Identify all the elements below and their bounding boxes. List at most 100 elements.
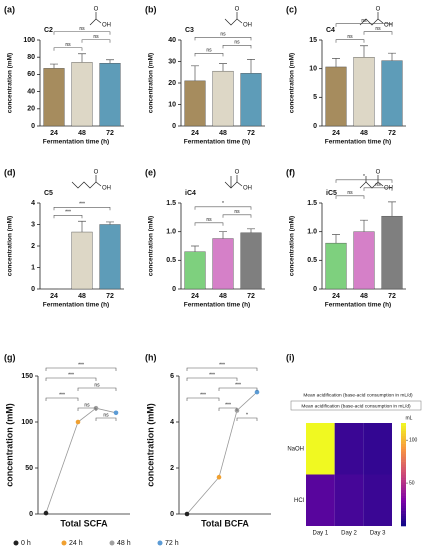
significance-bracket bbox=[335, 179, 393, 183]
heatmap-cell bbox=[334, 474, 364, 526]
colorbar-step bbox=[401, 523, 406, 527]
bar bbox=[381, 60, 403, 127]
y-axis-label: concentration (mM) bbox=[145, 403, 155, 487]
x-tick-label: 48 bbox=[219, 130, 227, 137]
y-axis-label: concentration (mM) bbox=[289, 53, 296, 113]
y-tick-label: 30 bbox=[168, 58, 176, 65]
molecule-atom: O bbox=[376, 170, 381, 176]
y-axis-label: concentration (mM) bbox=[7, 216, 14, 276]
y-axis-label: concentration (mM) bbox=[148, 216, 155, 276]
molecule-bond bbox=[377, 181, 384, 187]
compound-label: C5 bbox=[44, 190, 53, 197]
y-tick-label: 2 bbox=[31, 243, 35, 250]
error-bar bbox=[360, 45, 368, 58]
error-bar bbox=[219, 231, 227, 239]
y-tick-label: 1.0 bbox=[166, 229, 176, 236]
compound-label: C2 bbox=[44, 27, 53, 34]
y-tick-label: 150 bbox=[21, 373, 33, 380]
significance-label: *** bbox=[219, 362, 225, 368]
significance-bracket bbox=[218, 387, 258, 391]
x-axis-label: Fermentation time (h) bbox=[184, 139, 250, 146]
bar bbox=[184, 251, 206, 290]
subtitle-box bbox=[290, 400, 422, 411]
molecule-atom: OH bbox=[243, 186, 252, 192]
bar bbox=[99, 63, 121, 127]
colorbar-step bbox=[401, 443, 406, 447]
significance-label: ns bbox=[347, 34, 353, 40]
error-bar bbox=[106, 59, 114, 64]
column-label: Day 2 bbox=[341, 531, 357, 537]
colorbar-step bbox=[401, 507, 406, 511]
significance-bracket bbox=[186, 367, 258, 371]
compound-label: iC5 bbox=[326, 190, 337, 197]
significance-bracket bbox=[335, 39, 365, 43]
significance-bracket bbox=[45, 367, 117, 371]
legend-label: 0 h bbox=[21, 540, 31, 547]
x-tick-label: 24 bbox=[50, 293, 58, 300]
y-tick-label: 2 bbox=[170, 465, 174, 472]
error-bar bbox=[219, 63, 227, 72]
colorbar-step bbox=[401, 487, 406, 491]
y-tick-label: 0 bbox=[313, 286, 317, 293]
error-bar bbox=[191, 65, 199, 81]
colorbar-step bbox=[401, 479, 406, 483]
colorbar-label: mL bbox=[406, 415, 413, 421]
bar bbox=[212, 70, 234, 127]
data-point bbox=[113, 410, 119, 416]
significance-label: ns bbox=[79, 26, 85, 32]
x-axis-label: Fermentation time (h) bbox=[184, 302, 250, 309]
panel-letter: (d) bbox=[4, 167, 16, 177]
molecule-bond bbox=[236, 18, 243, 24]
y-tick-label: 0 bbox=[31, 123, 35, 130]
x-tick-label: 48 bbox=[360, 130, 368, 137]
significance-label: *** bbox=[200, 392, 206, 398]
molecule-atom: OH bbox=[102, 186, 111, 192]
colorbar-step bbox=[401, 469, 406, 473]
significance-bracket bbox=[45, 397, 79, 401]
y-tick-label: 20 bbox=[27, 106, 35, 113]
x-tick-label: 72 bbox=[388, 130, 396, 137]
y-tick-label: 0.5 bbox=[307, 257, 317, 264]
colorbar-step bbox=[401, 520, 406, 524]
significance-bracket bbox=[77, 387, 117, 391]
molecule-chain bbox=[224, 18, 238, 26]
x-tick-label: 48 bbox=[78, 130, 86, 137]
bar bbox=[240, 232, 262, 290]
y-tick-label: 6 bbox=[170, 373, 174, 380]
compound-label: C4 bbox=[326, 27, 335, 34]
colorbar-step bbox=[401, 430, 406, 434]
error-bar bbox=[247, 59, 255, 74]
colorbar-step bbox=[401, 459, 406, 462]
significance-label: ns bbox=[93, 34, 99, 40]
panel-letter: (g) bbox=[4, 352, 16, 362]
significance-bracket bbox=[363, 31, 393, 35]
x-axis-label: Fermentation time (h) bbox=[325, 302, 391, 309]
x-tick-label: 72 bbox=[106, 293, 114, 300]
column-label: Day 1 bbox=[312, 531, 328, 537]
significance-bracket bbox=[222, 45, 252, 49]
heatmap-cell bbox=[306, 474, 335, 526]
y-tick-label: 0 bbox=[29, 511, 33, 518]
significance-label: *** bbox=[65, 210, 71, 216]
colorbar-step bbox=[401, 502, 406, 506]
error-bar bbox=[360, 219, 368, 232]
molecule-atom: O bbox=[94, 7, 99, 13]
significance-bracket bbox=[186, 397, 220, 401]
colorbar-step bbox=[401, 425, 406, 429]
panel-letter: (e) bbox=[145, 167, 156, 177]
colorbar-tick-label: 50 bbox=[409, 480, 415, 486]
colorbar-step bbox=[401, 500, 406, 504]
x-tick-label: 72 bbox=[247, 130, 255, 137]
error-bar bbox=[388, 201, 396, 217]
y-tick-label: 100 bbox=[21, 419, 33, 426]
colorbar-step bbox=[401, 477, 406, 480]
legend-swatch bbox=[13, 540, 19, 546]
significance-label: ns bbox=[234, 209, 240, 215]
x-axis-label: Fermentation time (h) bbox=[325, 139, 391, 146]
significance-label: ns bbox=[375, 182, 381, 188]
y-tick-label: 1.0 bbox=[307, 229, 317, 236]
legend-swatch bbox=[157, 540, 163, 546]
data-point bbox=[254, 389, 260, 395]
significance-label: * bbox=[246, 412, 248, 418]
